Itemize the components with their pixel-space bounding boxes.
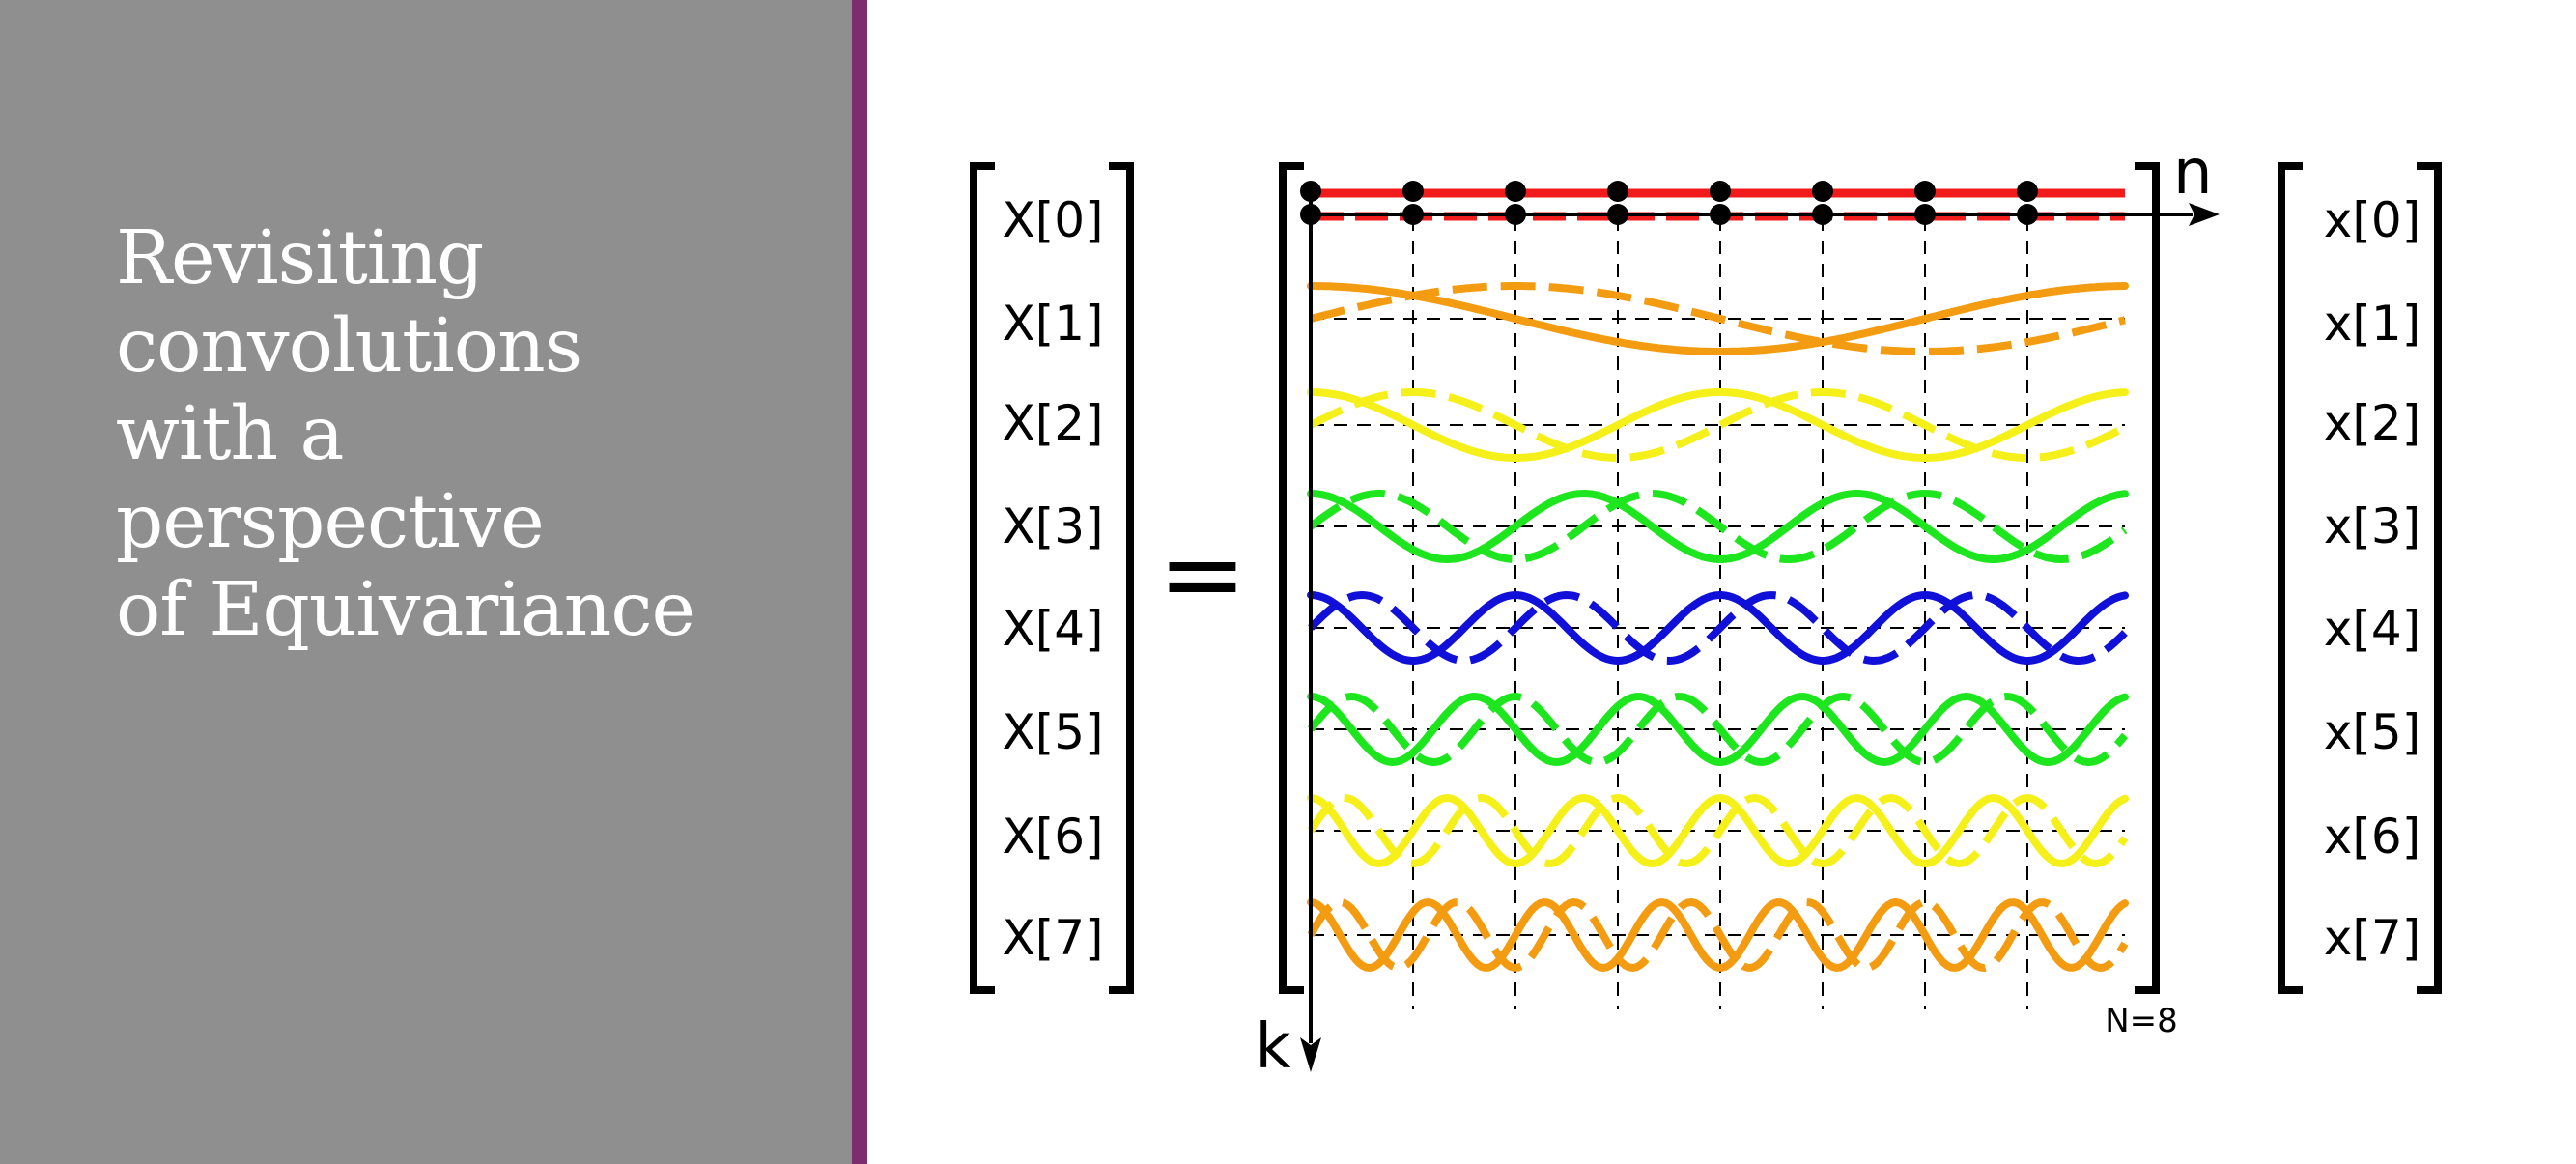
output-label: X[3] [1002,498,1103,554]
input-label: x[3] [2324,498,2420,554]
wave-real-k7 [1307,897,2129,973]
n-axis-label: n [2173,137,2213,209]
output-label: X[7] [1002,910,1103,966]
equals-sign: = [1158,512,1247,636]
title-panel: Revisiting convolutions with a perspecti… [0,0,852,1164]
k-axis-arrowhead [1300,1037,1321,1072]
wave-real-k1 [1307,282,2129,355]
vector-labels: n k N=8 = X[0] X[1] X[2] X[3] X[4] X[5] X[6] X[7] x[… [1002,137,2420,1083]
wave-imag-k5 [1307,692,2129,767]
output-vector-bracket-right [1109,162,1134,994]
grid-lines [1311,217,2125,1009]
wave-imag-k7 [1307,897,2129,973]
wave-imag-k1 [1309,282,2126,355]
matrix-bracket-left [1279,162,1304,994]
wave-real-k2 [1307,388,2129,463]
input-label: x[0] [2324,192,2420,248]
input-label: x[5] [2324,704,2420,760]
sample-dot [1505,181,1526,202]
wave-real-k3 [1307,489,2129,564]
n-axis-arrowhead [2189,203,2220,226]
input-vector-bracket-left [2278,162,2303,994]
wave-imag-k3 [1308,489,2128,564]
output-vector-bracket-left [970,162,995,994]
input-vector-bracket-right [2417,162,2442,994]
size-note: N=8 [2105,1002,2178,1040]
k-axis-label: k [1255,1011,1290,1083]
input-label: x[7] [2324,910,2420,966]
wave-real-k6 [1307,793,2129,868]
sample-dot [1710,181,1731,202]
basis-waves [1307,188,2129,973]
title-line: Revisiting [116,215,484,301]
output-label: X[0] [1002,192,1103,248]
matrix-bracket-right [2135,162,2160,994]
input-label: x[4] [2324,601,2420,657]
title-line: perspective [116,479,545,565]
title-line: of Equivariance [116,567,695,653]
axes [1300,198,2220,1072]
input-label: x[1] [2324,296,2420,352]
input-label: x[6] [2324,809,2420,865]
sample-dot [1402,181,1424,202]
sample-dot [1812,181,1833,202]
matrix-brackets [970,162,2442,994]
title-line: with a [116,391,344,477]
wave-imag-k4 [1308,590,2128,666]
output-label: X[5] [1002,704,1103,760]
accent-bar [852,0,867,1164]
sample-dot [1914,181,1936,202]
sample-dot [2017,181,2038,202]
slide-title: Revisiting convolutions with a perspecti… [116,214,695,654]
output-label: X[6] [1002,809,1103,865]
title-line: convolutions [116,303,582,389]
output-label: X[1] [1002,296,1103,352]
sample-dot [1300,181,1321,202]
output-label: X[2] [1002,395,1103,451]
output-label: X[4] [1002,601,1103,657]
wave-imag-k6 [1307,793,2129,868]
sample-dot [1607,181,1628,202]
wave-real-k4 [1307,590,2129,666]
input-label: x[2] [2324,395,2420,451]
